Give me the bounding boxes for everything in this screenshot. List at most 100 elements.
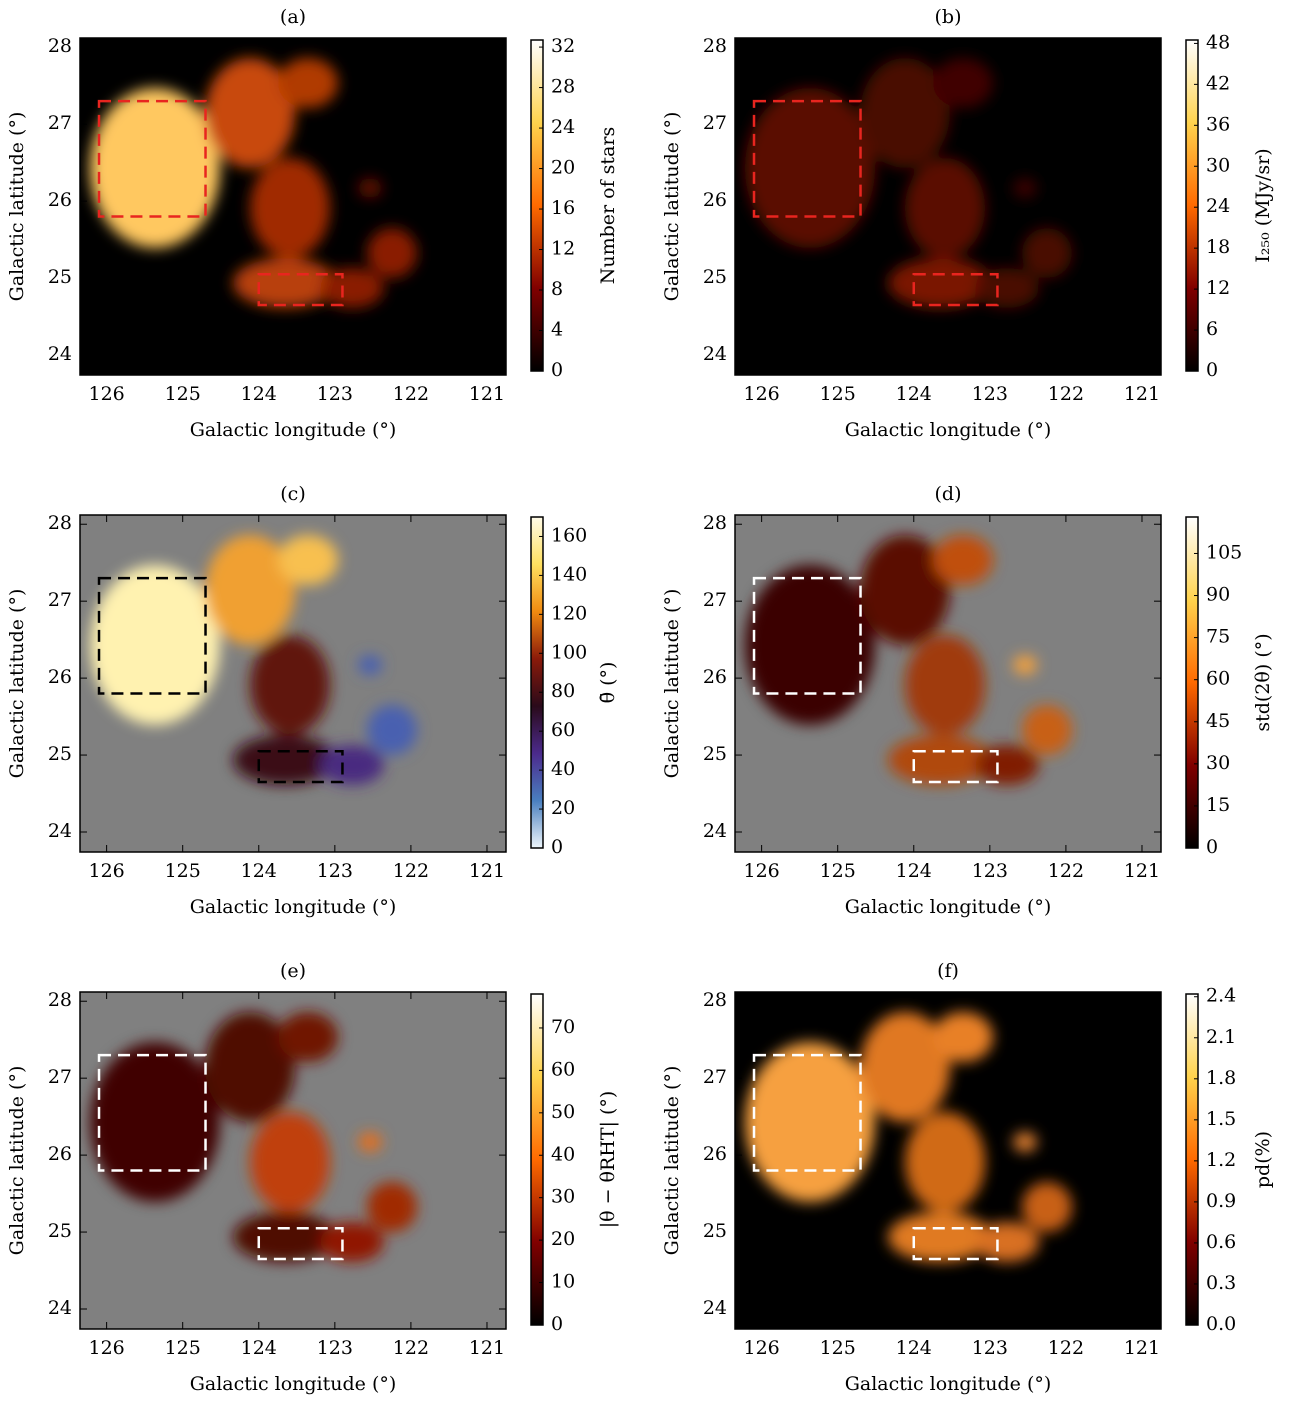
map-region bbox=[205, 1012, 295, 1122]
map-region bbox=[1022, 705, 1072, 755]
x-axis-label: Galactic longitude (°) bbox=[190, 419, 397, 441]
colorbar-tick-label: 60 bbox=[551, 719, 575, 741]
y-tick-label: 26 bbox=[48, 189, 72, 211]
map-region bbox=[320, 745, 384, 785]
x-axis-label: Galactic longitude (°) bbox=[190, 1373, 397, 1395]
y-axis-label: Galactic latitude (°) bbox=[661, 589, 683, 779]
region-box bbox=[912, 749, 999, 784]
x-tick-label: 124 bbox=[896, 383, 932, 405]
x-tick-label: 122 bbox=[1048, 1337, 1084, 1359]
y-tick-label: 27 bbox=[48, 589, 72, 611]
x-tick-label: 123 bbox=[317, 383, 353, 405]
colorbar-label: |θ − θRHT| (°) bbox=[597, 1091, 619, 1229]
map-region bbox=[320, 1222, 384, 1262]
colorbar-tick-label: 36 bbox=[1206, 113, 1230, 135]
y-axis-label: Galactic latitude (°) bbox=[661, 1066, 683, 1256]
map-region bbox=[905, 1112, 985, 1212]
colorbar-label: Number of stars bbox=[597, 127, 619, 284]
y-tick-label: 25 bbox=[48, 266, 72, 288]
map-region bbox=[933, 535, 993, 585]
x-tick-label: 125 bbox=[165, 860, 201, 882]
colorbar-tick-label: 30 bbox=[551, 1186, 575, 1208]
colorbar-tick-label: 0.6 bbox=[1206, 1231, 1236, 1253]
y-tick-label: 28 bbox=[48, 35, 72, 57]
colorbar-tick-label: 15 bbox=[1206, 794, 1230, 816]
colorbar-tick-label: 4 bbox=[551, 319, 563, 341]
map-region bbox=[860, 58, 950, 168]
x-axis-label: Galactic longitude (°) bbox=[845, 419, 1052, 441]
colorbar-tick-label: 24 bbox=[1206, 195, 1230, 217]
map-region bbox=[745, 565, 875, 725]
map-region bbox=[367, 1182, 417, 1232]
y-axis-label: Galactic latitude (°) bbox=[6, 589, 28, 779]
y-tick-label: 27 bbox=[703, 1066, 727, 1088]
colorbar-tick-label: 80 bbox=[551, 680, 575, 702]
plot-frame bbox=[734, 991, 1162, 1330]
colorbar-tick-label: 40 bbox=[551, 1143, 575, 1165]
colorbar-tick-label: 160 bbox=[551, 524, 587, 546]
y-tick-label: 24 bbox=[703, 343, 727, 365]
x-tick-label: 122 bbox=[393, 1337, 429, 1359]
y-tick-label: 26 bbox=[703, 1143, 727, 1165]
map-region bbox=[278, 1012, 338, 1062]
map-region bbox=[250, 1112, 330, 1212]
map-region bbox=[250, 635, 330, 735]
x-axis-label: Galactic longitude (°) bbox=[845, 1373, 1052, 1395]
colorbar-tick-label: 20 bbox=[551, 1228, 575, 1250]
colorbar-tick-label: 8 bbox=[551, 278, 563, 300]
y-axis-label: Galactic latitude (°) bbox=[661, 112, 683, 302]
x-tick-label: 123 bbox=[972, 1337, 1008, 1359]
y-tick-label: 26 bbox=[703, 666, 727, 688]
colorbar-tick-label: 0.3 bbox=[1206, 1272, 1236, 1294]
map-region bbox=[905, 158, 985, 258]
map-region bbox=[233, 1212, 337, 1262]
map-region bbox=[320, 268, 384, 308]
colorbar-tick-label: 40 bbox=[551, 758, 575, 780]
colorbar-tick-label: 0 bbox=[1206, 359, 1218, 381]
y-tick-label: 28 bbox=[703, 35, 727, 57]
map-region bbox=[233, 258, 337, 308]
plot-frame bbox=[734, 514, 1162, 853]
y-tick-label: 26 bbox=[48, 1143, 72, 1165]
map-region bbox=[90, 88, 220, 248]
map-region bbox=[90, 565, 220, 725]
colorbar-tick-label: 30 bbox=[1206, 752, 1230, 774]
region-box bbox=[97, 99, 207, 218]
y-tick-label: 27 bbox=[703, 112, 727, 134]
map-region bbox=[278, 58, 338, 108]
y-tick-label: 25 bbox=[48, 743, 72, 765]
y-tick-label: 25 bbox=[703, 1220, 727, 1242]
map-image bbox=[745, 535, 1072, 785]
x-tick-label: 125 bbox=[165, 383, 201, 405]
x-tick-label: 123 bbox=[317, 1337, 353, 1359]
y-tick-label: 26 bbox=[703, 189, 727, 211]
y-tick-label: 28 bbox=[48, 512, 72, 534]
map-region bbox=[905, 635, 985, 735]
colorbar bbox=[1185, 39, 1199, 372]
colorbar-tick-label: 1.5 bbox=[1206, 1108, 1236, 1130]
colorbar-tick-label: 20 bbox=[551, 797, 575, 819]
panel-title: (b) bbox=[935, 6, 962, 28]
colorbar-tick-label: 70 bbox=[551, 1016, 575, 1038]
panel-title: (c) bbox=[280, 483, 305, 505]
map-region bbox=[888, 735, 992, 785]
map-region bbox=[358, 1132, 382, 1152]
colorbar bbox=[1185, 516, 1199, 849]
colorbar-tick-label: 1.2 bbox=[1206, 1149, 1236, 1171]
colorbar bbox=[1185, 993, 1199, 1326]
map-region bbox=[250, 158, 330, 258]
colorbar-tick-label: 140 bbox=[551, 563, 587, 585]
map-region bbox=[933, 1012, 993, 1062]
colorbar-tick-label: 28 bbox=[551, 76, 575, 98]
y-tick-label: 25 bbox=[703, 266, 727, 288]
x-tick-label: 125 bbox=[820, 383, 856, 405]
panel: 126 125 124 123 122 121 24 25 26 27 28 (c) Galactic … bbox=[6, 483, 619, 918]
map-region bbox=[1022, 228, 1072, 278]
x-tick-label: 122 bbox=[1048, 860, 1084, 882]
panel: 126 125 124 123 122 1212425262728(b)Galactic … bbox=[661, 6, 1274, 441]
x-tick-label: 121 bbox=[1124, 860, 1160, 882]
map-region bbox=[975, 1222, 1039, 1262]
colorbar-tick-label: 0 bbox=[551, 359, 563, 381]
map-region bbox=[90, 1042, 220, 1202]
